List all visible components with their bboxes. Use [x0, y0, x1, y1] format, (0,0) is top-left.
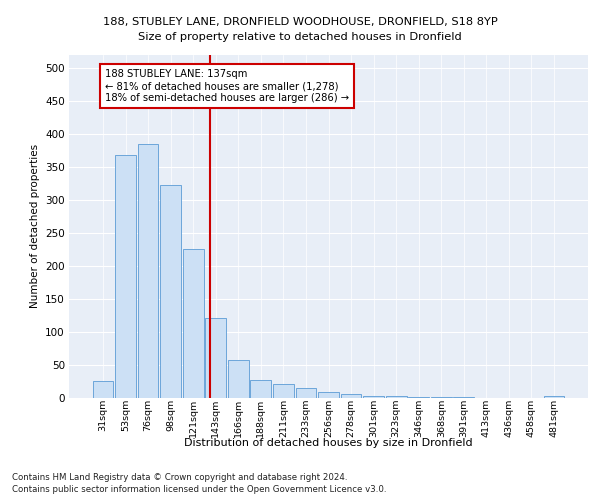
- Text: Contains public sector information licensed under the Open Government Licence v3: Contains public sector information licen…: [12, 485, 386, 494]
- Text: 188 STUBLEY LANE: 137sqm
← 81% of detached houses are smaller (1,278)
18% of sem: 188 STUBLEY LANE: 137sqm ← 81% of detach…: [105, 70, 349, 102]
- Bar: [183, 250, 203, 398]
- Bar: [273, 384, 294, 398]
- Bar: [454, 397, 474, 398]
- Text: 188, STUBLEY LANE, DRONFIELD WOODHOUSE, DRONFIELD, S18 8YP: 188, STUBLEY LANE, DRONFIELD WOODHOUSE, …: [103, 18, 497, 28]
- Bar: [160, 185, 181, 398]
- Y-axis label: Number of detached properties: Number of detached properties: [29, 144, 40, 308]
- Bar: [205, 318, 226, 398]
- Bar: [115, 155, 136, 398]
- Bar: [431, 397, 452, 398]
- Bar: [409, 397, 429, 398]
- Bar: [137, 144, 158, 398]
- Bar: [544, 396, 565, 398]
- Bar: [318, 392, 339, 398]
- Bar: [228, 360, 248, 398]
- Bar: [92, 381, 113, 398]
- Text: Size of property relative to detached houses in Dronfield: Size of property relative to detached ho…: [138, 32, 462, 42]
- Bar: [250, 380, 271, 398]
- Bar: [386, 396, 407, 398]
- Bar: [363, 396, 384, 398]
- Bar: [341, 394, 361, 398]
- Bar: [296, 388, 316, 398]
- Text: Contains HM Land Registry data © Crown copyright and database right 2024.: Contains HM Land Registry data © Crown c…: [12, 472, 347, 482]
- Text: Distribution of detached houses by size in Dronfield: Distribution of detached houses by size …: [184, 438, 473, 448]
